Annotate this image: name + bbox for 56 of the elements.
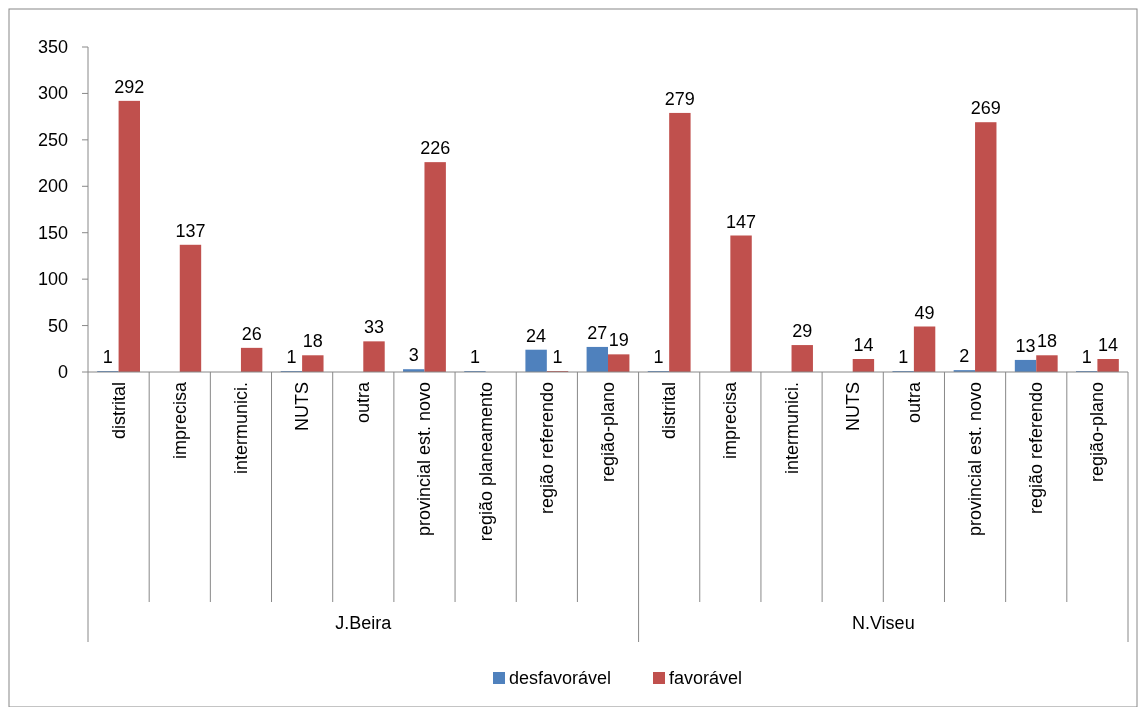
data-label: 19 bbox=[608, 330, 629, 351]
data-label: 292 bbox=[114, 76, 145, 97]
data-label: 137 bbox=[175, 220, 206, 241]
x-tick-label: região referendo bbox=[536, 382, 557, 515]
x-tick-label: NUTS bbox=[292, 382, 313, 431]
x-tick-label: provincial est. novo bbox=[965, 382, 986, 537]
data-label: 3 bbox=[408, 345, 419, 366]
data-label: 49 bbox=[914, 302, 935, 323]
y-tick-label: 350 bbox=[37, 37, 68, 57]
data-label: 18 bbox=[302, 331, 323, 352]
data-label: 24 bbox=[526, 325, 547, 346]
text: N.Viseu bbox=[851, 613, 915, 633]
legend-label: desfavorável bbox=[509, 668, 612, 688]
data-label: 1 bbox=[469, 347, 480, 368]
y-tick-label: 200 bbox=[37, 176, 68, 197]
x-tick-label: NUTS bbox=[842, 382, 863, 431]
x-tick-label: outra bbox=[353, 381, 374, 424]
data-label: 1 bbox=[1081, 347, 1092, 368]
x-tick-label: região referendo bbox=[1026, 382, 1047, 515]
y-tick-label: 300 bbox=[37, 83, 68, 104]
legend-label: favorável bbox=[669, 668, 743, 688]
data-label: 1 bbox=[102, 347, 113, 368]
data-label: 13 bbox=[1015, 335, 1036, 356]
data-label: 1 bbox=[286, 347, 297, 368]
data-label: 269 bbox=[970, 98, 1001, 119]
data-label: 1 bbox=[898, 347, 909, 368]
data-label: 14 bbox=[853, 335, 874, 355]
data-label: 279 bbox=[664, 88, 695, 109]
x-tick-label: outra bbox=[903, 381, 924, 424]
data-label: 1 bbox=[653, 347, 664, 368]
data-label: 33 bbox=[363, 317, 385, 338]
x-tick-label: região-plano bbox=[598, 382, 618, 483]
y-tick-label: 50 bbox=[47, 315, 68, 336]
y-tick-label: 150 bbox=[37, 222, 68, 243]
x-tick-label: imprecisa bbox=[720, 381, 741, 460]
x-tick-label: região planeamento bbox=[475, 382, 496, 542]
y-tick-label: 250 bbox=[37, 129, 68, 150]
y-tick-label: 100 bbox=[37, 269, 68, 290]
text: J.Beira bbox=[335, 613, 393, 633]
y-tick-label: 0 bbox=[57, 362, 68, 382]
data-label: 26 bbox=[241, 323, 262, 344]
x-tick-label: distrital bbox=[659, 382, 680, 440]
x-tick-label: imprecisa bbox=[169, 381, 190, 460]
data-label: 29 bbox=[792, 321, 813, 342]
data-label: 2 bbox=[959, 346, 970, 367]
x-tick-label: distrital bbox=[108, 382, 129, 440]
data-label: 18 bbox=[1036, 331, 1057, 352]
x-tick-label: intermunici. bbox=[781, 382, 802, 475]
data-label: 1 bbox=[552, 347, 563, 368]
x-tick-label: região-plano bbox=[1087, 382, 1108, 483]
data-label: 147 bbox=[726, 211, 757, 232]
data-label: 14 bbox=[1098, 335, 1119, 355]
x-tick-label: provincial est. novo bbox=[414, 382, 435, 537]
x-tick-label: intermunici. bbox=[230, 382, 251, 475]
data-label: 226 bbox=[420, 138, 451, 159]
data-label: 27 bbox=[587, 322, 608, 343]
